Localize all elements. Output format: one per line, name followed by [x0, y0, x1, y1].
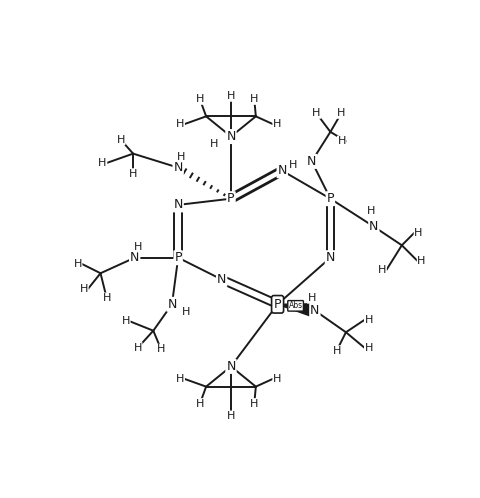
Text: N: N [369, 220, 378, 233]
Text: H: H [133, 343, 142, 353]
Text: H: H [121, 316, 130, 326]
Text: H: H [272, 374, 281, 384]
Text: H: H [133, 242, 142, 252]
Text: H: H [312, 108, 320, 118]
Text: N: N [310, 304, 319, 317]
Text: H: H [377, 265, 385, 275]
Text: N: N [277, 164, 287, 177]
Text: H: H [250, 94, 258, 104]
Text: H: H [181, 307, 190, 317]
Text: N: N [130, 251, 139, 264]
Text: P: P [326, 192, 334, 205]
Text: N: N [226, 360, 235, 373]
Text: H: H [336, 108, 345, 118]
Text: H: H [364, 315, 372, 325]
Text: H: H [332, 346, 340, 356]
Text: H: H [98, 158, 107, 168]
Text: H: H [102, 293, 111, 303]
Text: N: N [306, 155, 316, 168]
Text: H: H [288, 159, 297, 169]
Text: H: H [195, 399, 204, 409]
Text: N: N [325, 251, 335, 264]
Text: H: H [227, 411, 235, 421]
Text: H: H [364, 343, 372, 353]
Text: H: H [366, 206, 374, 216]
Text: H: H [116, 134, 125, 144]
Text: H: H [176, 119, 184, 129]
Text: P: P [273, 298, 281, 311]
Text: P: P [174, 251, 181, 264]
Text: H: H [413, 228, 422, 238]
Text: H: H [337, 136, 345, 146]
Text: H: H [272, 119, 281, 129]
Text: H: H [80, 284, 88, 294]
Text: H: H [73, 259, 82, 269]
Text: H: H [209, 139, 217, 149]
Text: H: H [129, 169, 137, 179]
Text: H: H [176, 374, 184, 384]
Text: N: N [226, 130, 235, 143]
Text: Abs: Abs [288, 301, 302, 310]
Polygon shape [277, 304, 315, 317]
Text: N: N [173, 161, 182, 174]
Text: H: H [227, 91, 235, 101]
Text: H: H [307, 293, 315, 303]
Text: H: H [195, 94, 204, 104]
Text: H: H [417, 256, 425, 266]
Text: H: H [250, 399, 258, 409]
Text: P: P [227, 192, 234, 205]
Text: H: H [177, 152, 185, 162]
Text: N: N [167, 298, 176, 311]
Text: H: H [156, 344, 165, 355]
Text: N: N [216, 273, 226, 286]
Text: N: N [173, 198, 182, 211]
